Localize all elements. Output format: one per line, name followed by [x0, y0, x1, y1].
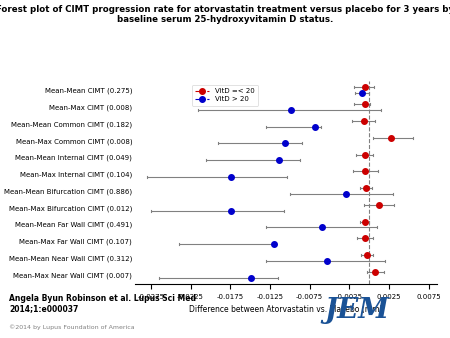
Text: Forest plot of CIMT progression rate for atorvastatin treatment versus placebo f: Forest plot of CIMT progression rate for…: [0, 5, 450, 14]
Text: ©2014 by Lupus Foundation of America: ©2014 by Lupus Foundation of America: [9, 324, 135, 330]
X-axis label: Difference between Atorvastatin vs. Placebo (mm): Difference between Atorvastatin vs. Plac…: [189, 305, 382, 314]
Text: Angela Byun Robinson et al. Lupus Sci Med
2014;1:e000037: Angela Byun Robinson et al. Lupus Sci Me…: [9, 294, 196, 313]
Text: JEM: JEM: [324, 297, 389, 324]
Text: baseline serum 25-hydroxyvitamin D status.: baseline serum 25-hydroxyvitamin D statu…: [117, 15, 333, 24]
Legend: VitD =< 20, VitD > 20: VitD =< 20, VitD > 20: [192, 84, 258, 105]
